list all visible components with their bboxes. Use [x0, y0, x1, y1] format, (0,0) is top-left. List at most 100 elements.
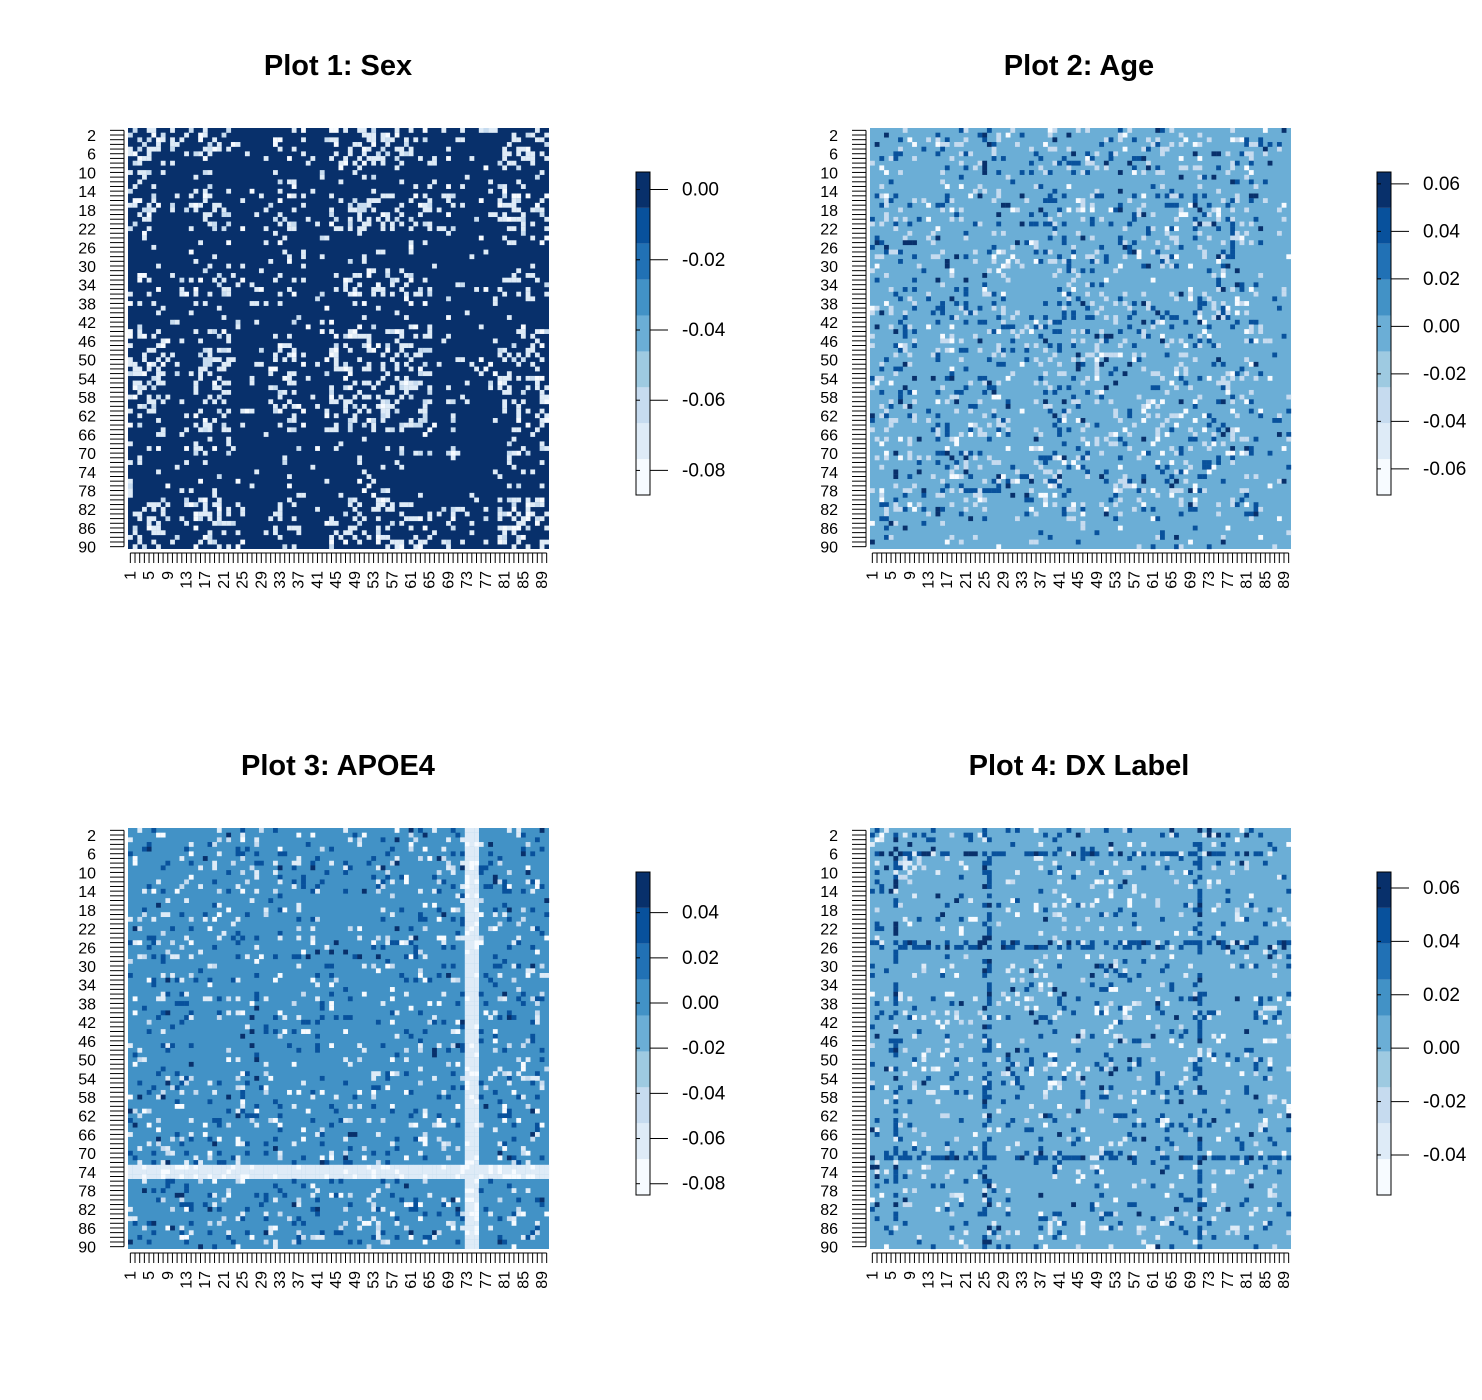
heatmap-cell	[347, 146, 353, 152]
heatmap-cell	[385, 1075, 391, 1081]
heatmap-cell	[1033, 380, 1039, 386]
heatmap-cell	[1197, 296, 1203, 302]
heatmap-cell	[1038, 361, 1044, 367]
heatmap-cell	[474, 1103, 479, 1109]
heatmap-cell	[1174, 296, 1179, 302]
heatmap-cell	[1066, 464, 1072, 470]
heatmap-cell	[949, 156, 955, 161]
heatmap-cell	[469, 987, 475, 992]
heatmap-cell	[1080, 525, 1086, 531]
heatmap-cell	[516, 525, 522, 531]
heatmap-cell	[151, 408, 157, 414]
heatmap-cell	[1094, 389, 1100, 395]
heatmap-cell	[1141, 263, 1147, 269]
heatmap-cell	[1150, 249, 1156, 255]
heatmap-cell	[525, 156, 531, 161]
heatmap-cell	[520, 1043, 526, 1049]
heatmap-cell	[277, 179, 283, 185]
heatmap-cell	[385, 212, 391, 218]
heatmap-cell	[329, 1001, 334, 1006]
heatmap-cell	[511, 450, 517, 456]
heatmap-cell	[343, 539, 349, 545]
heatmap-cell	[333, 347, 339, 353]
heatmap-cell	[170, 319, 175, 325]
heatmap-cell	[142, 207, 147, 213]
heatmap-cell	[912, 142, 917, 147]
heatmap-cell	[525, 287, 531, 292]
heatmap-cell	[343, 385, 349, 391]
heatmap-cell	[230, 1169, 236, 1175]
heatmap-cell	[469, 837, 475, 843]
heatmap-cell	[403, 502, 409, 508]
heatmap-cell	[1000, 249, 1006, 255]
heatmap-cell	[469, 865, 475, 871]
heatmap-cell	[874, 305, 880, 311]
heatmap-cell	[972, 165, 978, 171]
heatmap-cell	[389, 389, 395, 395]
heatmap-cell	[156, 146, 161, 152]
heatmap-cell	[1024, 357, 1030, 363]
heatmap-cell	[996, 170, 1002, 175]
heatmap-cell	[319, 1160, 325, 1165]
heatmap-cell	[408, 926, 414, 932]
heatmap-cell	[977, 492, 983, 498]
heatmap-cell	[1047, 319, 1053, 325]
heatmap-cell	[315, 888, 320, 894]
heatmap-cell	[506, 315, 512, 320]
heatmap-cell	[478, 870, 484, 875]
heatmap-cell	[188, 226, 194, 232]
heatmap-cell	[530, 1108, 536, 1114]
heatmap-cell	[502, 399, 508, 405]
heatmap-cell	[408, 422, 414, 428]
heatmap-cell	[333, 128, 339, 133]
heatmap-cell	[366, 156, 372, 161]
heatmap-cell	[422, 902, 428, 908]
heatmap-cell	[907, 413, 913, 419]
heatmap-cell	[156, 137, 161, 143]
heatmap-cell	[427, 221, 433, 227]
x-tick-label: 17	[197, 571, 214, 589]
heatmap-cell	[870, 375, 875, 381]
heatmap-cell	[333, 287, 339, 292]
heatmap-cell	[474, 1146, 479, 1151]
heatmap-cell	[174, 142, 180, 147]
heatmap-cell	[408, 935, 414, 941]
heatmap-cell	[455, 1103, 461, 1109]
heatmap-cell	[343, 1164, 349, 1170]
heatmap-cell	[1281, 291, 1287, 297]
heatmap-cell	[972, 492, 978, 498]
heatmap-cell	[534, 837, 540, 843]
heatmap-cell	[530, 1174, 536, 1179]
heatmap-cell	[474, 1164, 479, 1170]
heatmap-cell	[1047, 258, 1053, 264]
heatmap-cell	[137, 455, 143, 461]
heatmap-cell	[1244, 436, 1250, 442]
heatmap-cell	[160, 137, 166, 143]
heatmap-cell	[1216, 282, 1221, 288]
heatmap-cell	[343, 987, 349, 992]
heatmap-cell	[474, 1029, 479, 1034]
heatmap-cell	[441, 846, 447, 852]
heatmap-cell	[1103, 338, 1109, 344]
heatmap-cell	[315, 1043, 320, 1049]
heatmap-cell	[226, 240, 232, 246]
heatmap-cell	[474, 497, 479, 503]
heatmap-cell	[474, 893, 479, 899]
heatmap-cell	[1066, 296, 1072, 302]
heatmap-cell	[343, 1174, 349, 1179]
heatmap-cell	[221, 291, 227, 297]
heatmap-cell	[534, 1001, 540, 1006]
heatmap-cell	[338, 1169, 344, 1175]
heatmap-cell	[996, 488, 1002, 494]
heatmap-cell	[1174, 226, 1179, 232]
heatmap-cell	[492, 954, 498, 960]
heatmap-cell	[492, 926, 498, 932]
heatmap-cell	[352, 525, 358, 531]
heatmap-cell	[879, 413, 885, 419]
heatmap-cell	[146, 394, 152, 400]
heatmap-cell	[151, 132, 157, 138]
heatmap-cell	[394, 1071, 400, 1077]
heatmap-cell	[291, 1164, 297, 1170]
heatmap-cell	[347, 837, 353, 843]
heatmap-cell	[949, 347, 955, 353]
